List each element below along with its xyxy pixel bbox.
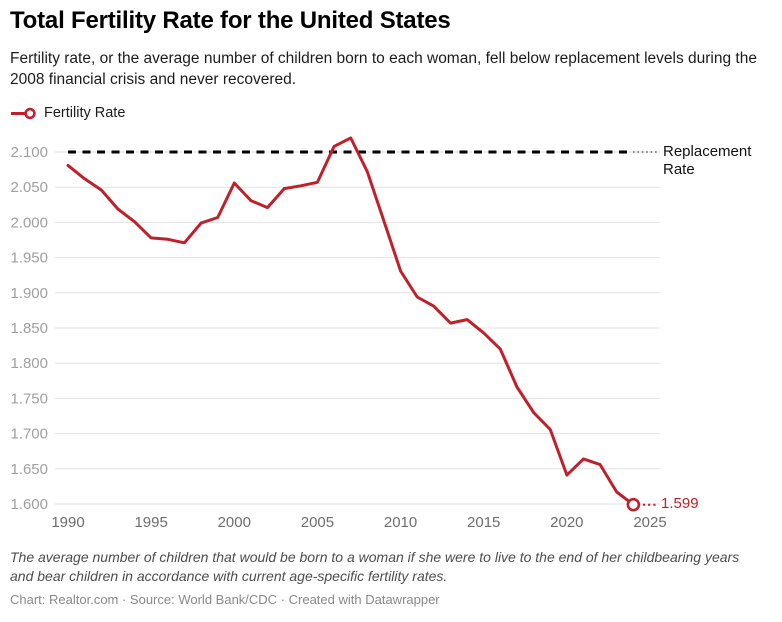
y-tick-label: 2.050 [10, 179, 48, 196]
source-byline: Chart: Realtor.com · Source: World Bank/… [10, 592, 440, 607]
fertility-rate-line [66, 136, 635, 507]
legend-circle [24, 107, 36, 119]
y-tick-label: 2.000 [10, 214, 48, 231]
chart-subtitle: Fertility rate, or the average number of… [10, 50, 757, 88]
x-tick-label: 2025 [633, 514, 666, 531]
x-tick-label: 2015 [467, 514, 500, 531]
end-point-marker [626, 497, 641, 512]
y-tick-label: 1.900 [10, 285, 48, 302]
y-tick-label: 1.950 [10, 250, 48, 267]
end-value-label: 1.599 [661, 495, 699, 512]
y-tick-label: 1.850 [10, 320, 48, 337]
y-tick-label: 1.750 [10, 390, 48, 407]
y-tick-label: 1.800 [10, 355, 48, 372]
chart-legend: Fertility Rate [10, 105, 125, 121]
footnote: The average number of children that woul… [10, 549, 740, 584]
legend-label: Fertility Rate [44, 105, 126, 121]
x-tick-label: 2000 [218, 514, 251, 531]
x-tick-label: 2005 [301, 514, 334, 531]
y-tick-label: 1.650 [10, 461, 48, 478]
page-title: Total Fertility Rate for the United Stat… [10, 7, 451, 34]
y-tick-label: 2.100 [10, 144, 48, 161]
replacement-rate-annotation: Replacement Rate [663, 143, 752, 178]
x-tick-label: 2010 [384, 514, 417, 531]
chart-area: 2.100 2.050 2.000 1.950 1.900 1.850 1.800 1.750… [0, 130, 782, 542]
x-tick-label: 1990 [51, 514, 84, 531]
x-tick-label: 1995 [134, 514, 167, 531]
y-tick-label: 1.700 [10, 426, 48, 443]
legend-line-marker-icon [11, 107, 36, 119]
x-tick-label: 2020 [550, 514, 583, 531]
y-tick-label: 1.600 [10, 496, 48, 513]
fertility-chart: 2.100 2.050 2.000 1.950 1.900 1.850 1.800 1.750… [10, 136, 667, 531]
